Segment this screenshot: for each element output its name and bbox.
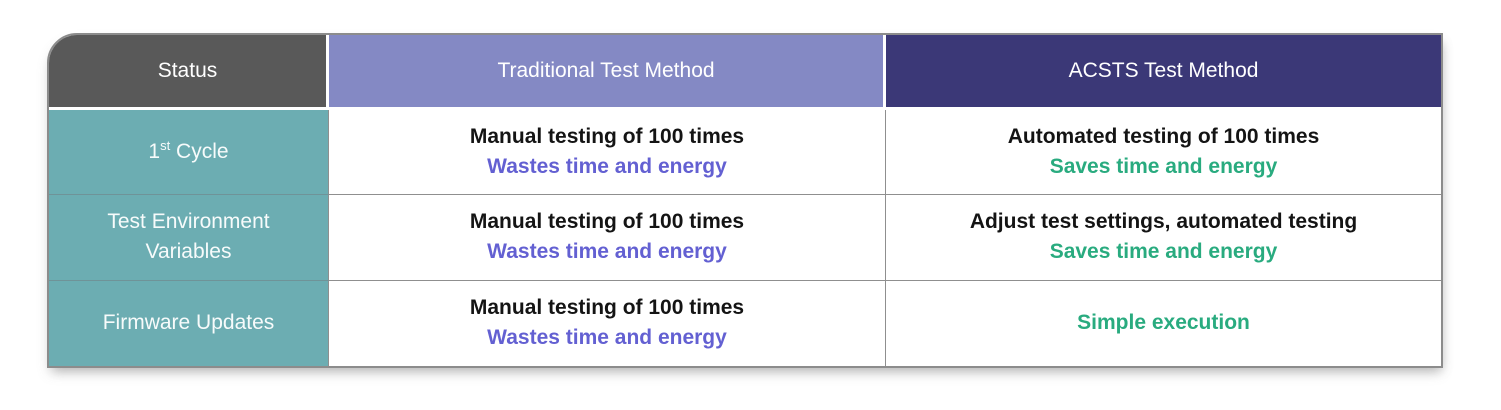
- row-header-label: Test Environment Variables: [107, 210, 270, 264]
- cell-line-action: Manual testing of 100 times: [469, 296, 745, 320]
- row-header-first-cycle: 1st Cycle: [49, 110, 329, 196]
- cell-line-action: Manual testing of 100 times: [469, 125, 745, 149]
- cell-acsts-first-cycle: Automated testing of 100 times Saves tim…: [886, 110, 1441, 196]
- row-header-firmware-updates: Firmware Updates: [49, 280, 329, 366]
- cell-traditional-firmware-updates: Manual testing of 100 times Wastes time …: [329, 280, 886, 366]
- cell-traditional-first-cycle: Manual testing of 100 times Wastes time …: [329, 110, 886, 196]
- cell-line-outcome: Wastes time and energy: [487, 155, 727, 179]
- cell-traditional-test-environment: Manual testing of 100 times Wastes time …: [329, 195, 886, 281]
- ordinal-superscript: st: [160, 138, 171, 154]
- cell-line-action: Manual testing of 100 times: [469, 210, 745, 234]
- cell-line-outcome: Saves time and energy: [1049, 240, 1278, 264]
- cell-line-outcome: Saves time and energy: [1049, 155, 1278, 179]
- header-acsts-label: ACSTS Test Method: [1068, 59, 1259, 82]
- cell-line-outcome: Wastes time and energy: [487, 240, 727, 264]
- row-header-label: 1st Cycle: [148, 138, 229, 164]
- header-cell-status: Status: [49, 35, 329, 110]
- cell-acsts-test-environment: Adjust test settings, automated testing …: [886, 195, 1441, 281]
- cell-line-action: Simple execution: [1077, 311, 1250, 335]
- header-status-label: Status: [157, 59, 218, 82]
- cell-line-outcome: Wastes time and energy: [487, 326, 727, 350]
- header-cell-acsts: ACSTS Test Method: [886, 35, 1441, 110]
- comparison-table: Status Traditional Test Method ACSTS Tes…: [47, 33, 1443, 368]
- row-header-test-environment-variables: Test Environment Variables: [49, 195, 329, 281]
- header-traditional-label: Traditional Test Method: [497, 59, 715, 82]
- cell-line-action: Adjust test settings, automated testing: [969, 210, 1358, 234]
- cell-acsts-firmware-updates: Simple execution: [886, 280, 1441, 366]
- cell-line-action: Automated testing of 100 times: [1007, 125, 1320, 149]
- row-header-label: Firmware Updates: [102, 311, 275, 335]
- header-cell-traditional: Traditional Test Method: [329, 35, 886, 110]
